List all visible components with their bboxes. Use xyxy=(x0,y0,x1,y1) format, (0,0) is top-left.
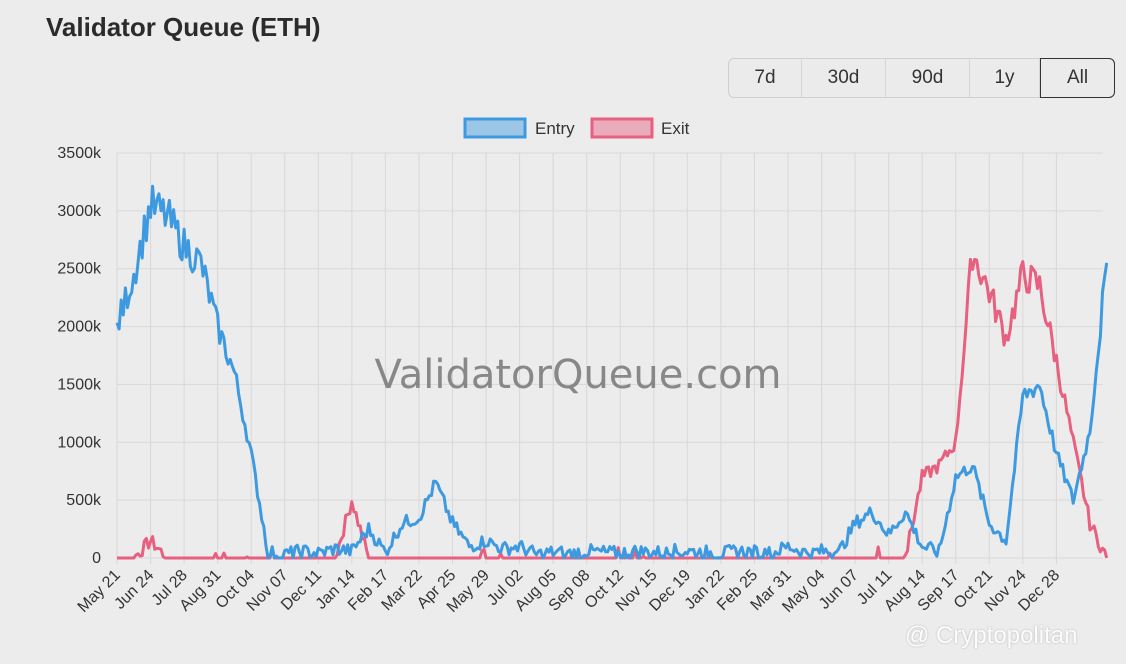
range-1y-button[interactable]: 1y xyxy=(970,59,1040,97)
series-line-entry xyxy=(115,184,1109,560)
cryptopolitan-watermark: @ Cryptopolitan xyxy=(905,622,1078,649)
y-tick-label: 500k xyxy=(66,492,102,509)
series-line-exit xyxy=(117,257,1109,560)
y-tick-label: 3000k xyxy=(57,203,102,220)
legend-label-exit: Exit xyxy=(661,119,690,138)
page-title: Validator Queue (ETH) xyxy=(46,12,321,42)
x-tick-label: May 21 xyxy=(75,567,124,616)
range-7d-button[interactable]: 7d xyxy=(729,59,802,97)
y-tick-label: 3500k xyxy=(57,145,102,162)
y-tick-label: 2500k xyxy=(57,261,102,278)
range-30d-button[interactable]: 30d xyxy=(802,59,886,97)
legend-label-entry: Entry xyxy=(535,119,575,138)
range-selector: 7d 30d 90d 1y All xyxy=(728,58,1115,98)
y-tick-label: 1000k xyxy=(57,434,102,451)
range-all-button[interactable]: All xyxy=(1040,58,1115,98)
range-90d-button[interactable]: 90d xyxy=(886,59,970,97)
validatorqueue-watermark: ValidatorQueue.com xyxy=(374,352,781,398)
y-tick-label: 2000k xyxy=(57,319,102,336)
y-tick-label: 0 xyxy=(92,550,101,567)
legend-swatch-entry xyxy=(463,117,527,139)
legend-swatch-exit xyxy=(590,117,654,139)
y-tick-label: 1500k xyxy=(57,376,102,393)
